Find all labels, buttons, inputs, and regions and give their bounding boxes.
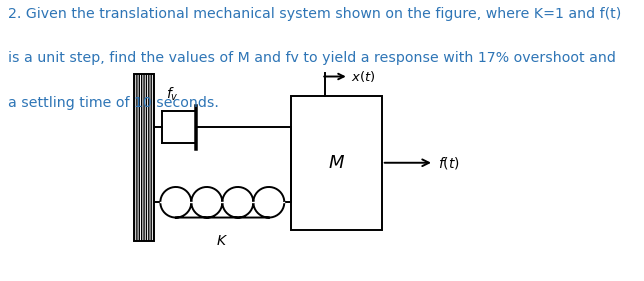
Text: 2. Given the translational mechanical system shown on the figure, where K=1 and : 2. Given the translational mechanical sy… <box>8 7 621 21</box>
Text: $K$: $K$ <box>216 234 229 248</box>
Text: $x(t)$: $x(t)$ <box>351 69 376 84</box>
Text: is a unit step, find the values of M and fv to yield a response with 17% oversho: is a unit step, find the values of M and… <box>8 51 616 65</box>
Bar <box>134 74 154 241</box>
Bar <box>290 96 382 230</box>
Text: $M$: $M$ <box>328 154 345 172</box>
Bar <box>134 74 154 241</box>
Text: $f_v$: $f_v$ <box>166 85 178 103</box>
Text: a settling time of 10 seconds.: a settling time of 10 seconds. <box>8 96 218 110</box>
Text: $f(t)$: $f(t)$ <box>438 155 460 171</box>
